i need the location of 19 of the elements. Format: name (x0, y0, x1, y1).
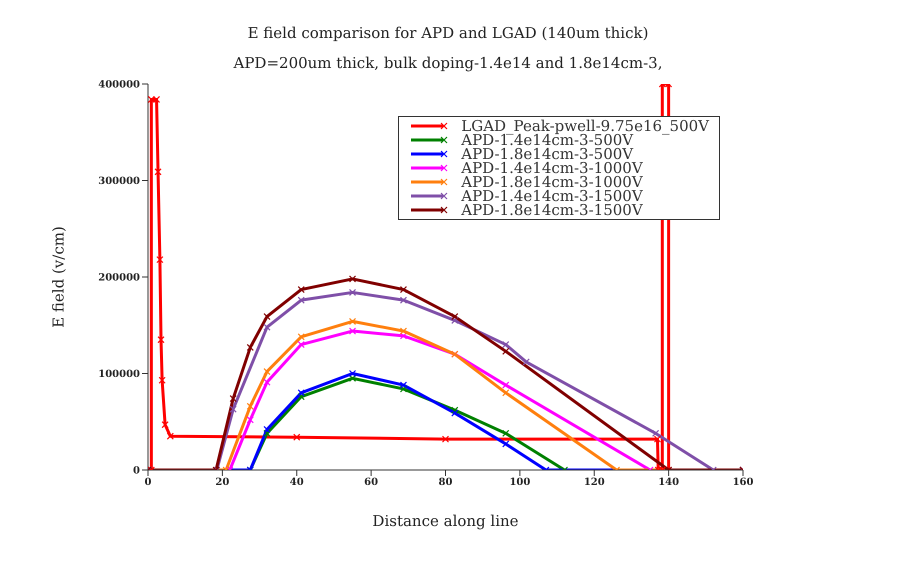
legend-label: LGAD_Peak-pwell-9.75e16_500V (461, 117, 709, 135)
y-tick-label: 400000 (98, 80, 140, 91)
y-tick-label: 300000 (98, 176, 140, 188)
y-axis-title: E field (v/cm) (49, 226, 68, 328)
y-tick-label: 0 (133, 466, 140, 477)
x-tick-label: 120 (584, 477, 605, 488)
chart-title: E field comparison for APD and LGAD (140um thick) (246, 24, 650, 42)
x-tick-label: 40 (290, 477, 304, 488)
chart-subtitle: APD=200um thick, bulk doping-1.4e14 and 1.8e14cm-3, (232, 54, 664, 72)
x-tick-label: 100 (509, 477, 530, 488)
x-tick-label: 160 (732, 477, 754, 488)
x-tick-label: 0 (144, 477, 152, 488)
x-tick-label: 20 (215, 477, 230, 488)
y-tick-label: 200000 (98, 272, 140, 284)
y-tick-label: 100000 (98, 369, 140, 380)
x-tick-label: 60 (364, 477, 378, 488)
x-tick-label: 140 (658, 477, 680, 488)
x-tick-label: 80 (438, 477, 452, 488)
x-axis-title: Distance along line (372, 512, 519, 530)
